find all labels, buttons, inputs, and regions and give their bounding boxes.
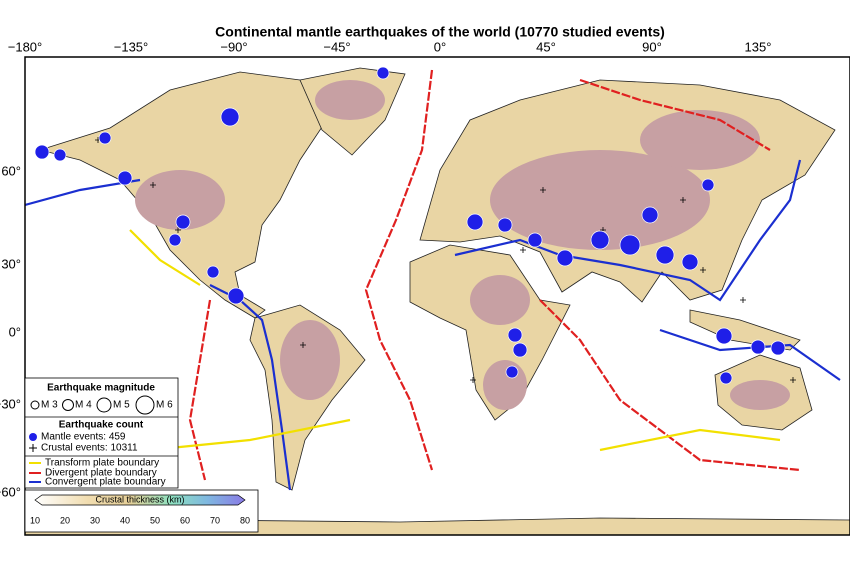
- thick-crust-area: [315, 80, 385, 120]
- longitude-labels: −180° −135° −90° −45° 0° 45° 90° 135°: [8, 39, 772, 54]
- boundary-label: Divergent plate boundary: [45, 468, 157, 479]
- mantle-event: [701, 178, 715, 192]
- magnitude-symbol: [96, 397, 112, 413]
- mantle-event: [641, 206, 659, 224]
- mantle-event: [770, 340, 786, 356]
- lon-label: 135°: [745, 39, 772, 54]
- colorbar-tick-label: 10: [30, 515, 40, 525]
- thick-crust: [135, 80, 790, 410]
- mantle-event: [590, 230, 610, 250]
- colorbar-tick-label: 80: [240, 515, 250, 525]
- mantle-event: [715, 327, 733, 345]
- mantle-event: [117, 170, 133, 186]
- colorbar-label: Crustal thickness (km): [95, 494, 184, 504]
- transform-boundary: [129, 229, 201, 286]
- divergent-boundary: [539, 299, 801, 472]
- magnitude-label: M 6: [156, 400, 173, 411]
- lat-label: 60°: [1, 163, 21, 178]
- mantle-event: [556, 249, 574, 267]
- thick-crust-area: [483, 360, 527, 410]
- lon-label: 45°: [536, 39, 556, 54]
- count-label: Mantle events: 459: [41, 432, 126, 443]
- colorbar-tick-label: 20: [60, 515, 70, 525]
- mantle-event: [719, 371, 733, 385]
- colorbar: Crustal thickness (km) 10 20 30 40 50 60 70 80: [24, 489, 259, 533]
- lat-label: 0°: [9, 324, 21, 339]
- count-label: Crustal events: 10311: [41, 443, 138, 454]
- legend-heading: Earthquake magnitude: [47, 383, 155, 394]
- mantle-event: [168, 233, 182, 247]
- lat-label: 30°: [1, 256, 21, 271]
- divergent-boundary: [364, 69, 434, 471]
- divergent-boundary: [188, 299, 212, 481]
- mantle-event: [507, 327, 523, 343]
- map-frame: [24, 56, 850, 536]
- mantle-symbol: [29, 433, 37, 441]
- mantle-event: [98, 131, 112, 145]
- lon-label: −90°: [220, 39, 247, 54]
- thick-crust-area: [280, 320, 340, 400]
- magnitude-label: M 5: [113, 400, 130, 411]
- colorbar-tick-label: 60: [180, 515, 190, 525]
- title: Continental mantle earthquakes of the wo…: [215, 24, 665, 40]
- magnitude-label: M 4: [75, 400, 92, 411]
- thick-crust-area: [640, 110, 760, 170]
- mantle-event: [466, 213, 484, 231]
- legend-box: [24, 377, 179, 489]
- latitude-labels: 60° 30° 0° −30° −60°: [0, 163, 21, 499]
- colorbar-tick-label: 40: [120, 515, 130, 525]
- transform-boundary: [599, 428, 781, 452]
- mantle-event: [750, 339, 766, 355]
- plate-boundaries: [25, 69, 841, 491]
- map-body: [25, 66, 850, 535]
- lon-label: −135°: [114, 39, 148, 54]
- lon-label: 0°: [434, 39, 446, 54]
- transform-boundary: [149, 418, 351, 452]
- magnitude-label: M 3: [41, 400, 58, 411]
- mantle-event: [512, 342, 528, 358]
- mantle-event: [53, 148, 67, 162]
- colorbar-tick-label: 70: [210, 515, 220, 525]
- mantle-event: [376, 66, 390, 80]
- colorbar-tick-label: 50: [150, 515, 160, 525]
- thick-crust-area: [470, 275, 530, 325]
- lon-label: −45°: [323, 39, 350, 54]
- mantle-event: [220, 107, 240, 127]
- mantle-event: [497, 217, 513, 233]
- thick-crust-area: [135, 170, 225, 230]
- colorbar-tick-label: 30: [90, 515, 100, 525]
- legend: Earthquake magnitude M 3 M 4 M 5 M 6 Ear…: [24, 377, 179, 489]
- legend-heading: Earthquake count: [59, 420, 144, 431]
- mantle-event: [619, 234, 641, 256]
- magnitude-symbol: [135, 395, 155, 415]
- lat-label: −60°: [0, 484, 21, 499]
- mantle-event: [505, 365, 519, 379]
- thick-crust-area: [730, 380, 790, 410]
- lat-label: −30°: [0, 396, 21, 411]
- lon-label: 90°: [642, 39, 662, 54]
- mantle-event: [681, 253, 699, 271]
- lon-label: −180°: [8, 39, 42, 54]
- mantle-event: [655, 245, 675, 265]
- crustal-events: [95, 137, 796, 383]
- mantle-events: [34, 66, 786, 385]
- magnitude-symbol: [30, 400, 40, 410]
- colorbar-ticks: 10 20 30 40 50 60 70 80: [30, 515, 250, 525]
- mantle-event: [206, 265, 220, 279]
- boundary-label: Transform plate boundary: [45, 458, 159, 469]
- mantle-event: [227, 287, 245, 305]
- mantle-event: [34, 144, 50, 160]
- mantle-event: [175, 214, 191, 230]
- thick-crust-area: [490, 150, 710, 250]
- mantle-event: [527, 232, 543, 248]
- crustal-symbol: [29, 444, 37, 452]
- magnitude-symbol: [62, 399, 74, 411]
- divergent-boundary: [579, 78, 771, 151]
- boundary-label: Convergent plate boundary: [45, 477, 166, 488]
- indonesia: [689, 309, 801, 351]
- crustal-event-marks: [95, 137, 796, 383]
- colorbar-scale: [34, 494, 246, 506]
